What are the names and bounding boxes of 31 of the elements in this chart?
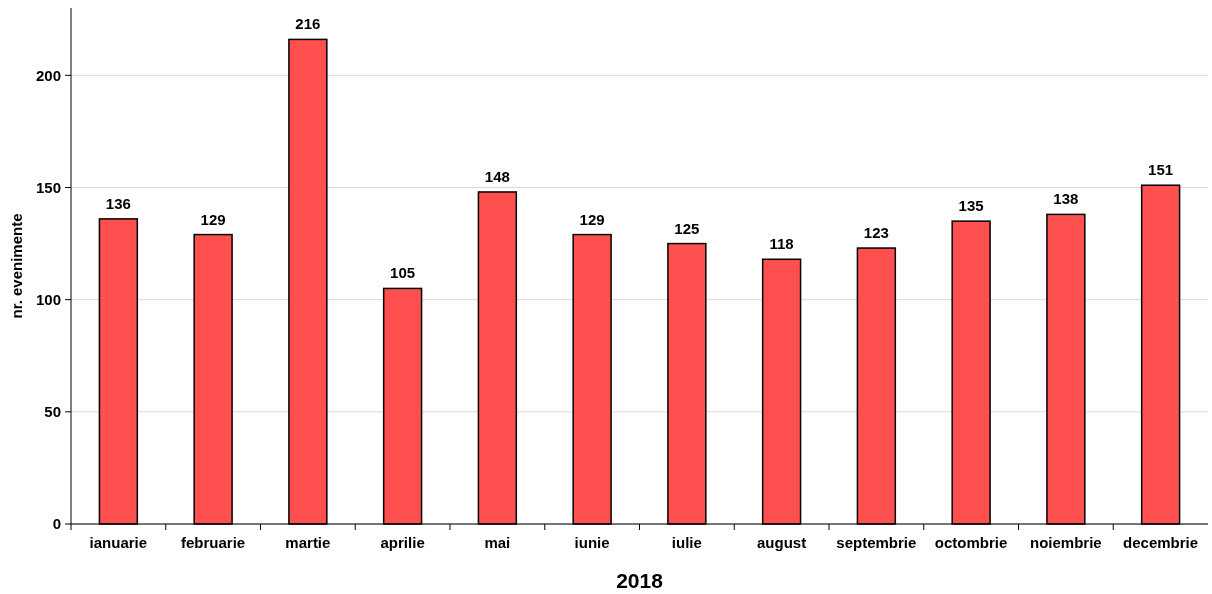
data-label: 123	[863, 224, 889, 242]
data-label: 129	[579, 210, 605, 228]
x-tick-label: martie	[285, 534, 331, 551]
x-tick-label: iunie	[574, 534, 610, 551]
x-tick-label: mai	[484, 534, 511, 551]
y-tick-label: 150	[35, 178, 61, 196]
data-label: 135	[958, 197, 984, 215]
x-tick-label: octombrie	[934, 534, 1008, 551]
x-tick-label: decembrie	[1123, 534, 1199, 551]
y-tick-label: 50	[44, 403, 61, 421]
x-tick-label: februarie	[181, 534, 246, 551]
y-axis-title: nr. evenimente	[8, 213, 25, 319]
x-tick-label: aprilie	[380, 534, 425, 551]
x-axis-title: 2018	[616, 569, 664, 592]
data-label: 216	[295, 15, 321, 33]
y-tick-label: 100	[35, 290, 61, 308]
y-tick-label: 0	[52, 515, 61, 533]
data-label: 105	[390, 264, 416, 282]
x-tick-label: iulie	[671, 534, 702, 551]
data-label: 151	[1148, 161, 1174, 179]
data-label: 125	[674, 219, 700, 237]
x-tick-label: august	[757, 534, 807, 551]
data-label: 138	[1053, 190, 1079, 208]
x-tick-label: noiembrie	[1030, 534, 1102, 551]
data-label: 148	[484, 167, 510, 185]
data-label: 129	[200, 210, 226, 228]
x-tick-label: ianuarie	[89, 534, 148, 551]
data-label: 136	[105, 194, 131, 212]
y-tick-label: 200	[35, 66, 61, 84]
data-label: 118	[769, 235, 794, 253]
x-tick-label: septembrie	[836, 534, 917, 551]
